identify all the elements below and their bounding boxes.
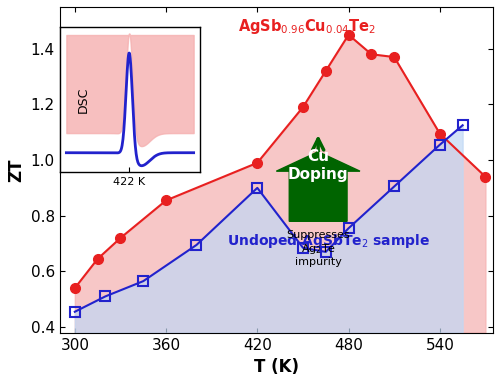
Text: Undoped AgSbTe$_2$ sample: Undoped AgSbTe$_2$ sample xyxy=(226,232,430,250)
FancyArrow shape xyxy=(276,152,360,221)
Text: DSC: DSC xyxy=(77,87,90,113)
Text: Cu
Doping: Cu Doping xyxy=(288,149,348,182)
X-axis label: T (K): T (K) xyxy=(254,358,299,376)
Text: AgSb$_{0.96}$Cu$_{0.04}$Te$_2$: AgSb$_{0.96}$Cu$_{0.04}$Te$_2$ xyxy=(238,17,376,36)
Y-axis label: ZT: ZT xyxy=(7,158,25,182)
Text: Suppresses
Ag$_2$Te
impurity: Suppresses Ag$_2$Te impurity xyxy=(286,230,350,267)
